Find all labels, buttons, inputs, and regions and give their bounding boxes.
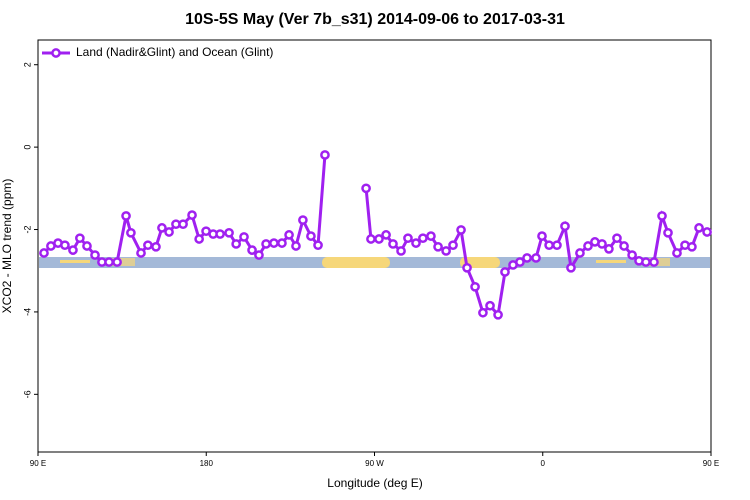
point — [298, 215, 308, 225]
point — [531, 253, 541, 263]
point — [68, 245, 78, 255]
point — [687, 241, 697, 252]
point — [537, 231, 547, 241]
point — [522, 253, 532, 263]
point — [672, 248, 682, 258]
point — [320, 150, 330, 160]
point — [121, 211, 131, 221]
point — [75, 233, 85, 244]
point — [254, 250, 264, 260]
point — [575, 248, 585, 258]
point — [552, 240, 562, 251]
chart-title: 10S-5S May (Ver 7b_s31) 2014-09-06 to 20… — [185, 11, 565, 28]
point — [164, 227, 174, 237]
point — [157, 223, 167, 233]
point — [82, 241, 92, 251]
point — [215, 229, 225, 239]
point — [381, 230, 391, 240]
land-patch — [596, 260, 626, 263]
legend-label: Land (Nadir&Glint) and Ocean (Glint) — [76, 45, 273, 59]
point — [560, 221, 570, 232]
point — [291, 241, 301, 251]
point — [597, 239, 607, 249]
land-patch — [322, 257, 390, 268]
point — [269, 238, 279, 248]
point — [485, 300, 495, 311]
point — [426, 231, 436, 241]
point — [388, 239, 398, 249]
point — [151, 241, 161, 252]
point — [462, 262, 472, 273]
point — [627, 250, 637, 260]
y-tick-label: 0 — [22, 145, 32, 150]
point — [284, 230, 294, 240]
point — [418, 233, 428, 244]
land-patch — [110, 258, 135, 266]
point — [403, 233, 413, 244]
point — [187, 210, 197, 220]
point — [441, 246, 451, 256]
y-tick-label: -4 — [22, 308, 32, 316]
point — [313, 240, 323, 251]
point — [374, 234, 384, 244]
point — [396, 246, 406, 256]
y-tick-label: -2 — [22, 226, 32, 234]
point — [694, 223, 704, 233]
y-tick-label: 2 — [22, 62, 32, 67]
x-tick-label: 0 — [541, 459, 546, 468]
point — [366, 234, 376, 244]
x-tick-label: 90 W — [365, 459, 384, 468]
legend-marker — [51, 48, 61, 58]
point — [90, 250, 100, 260]
point — [143, 240, 153, 251]
point — [544, 240, 554, 251]
point — [104, 257, 114, 267]
point — [112, 257, 122, 267]
point — [194, 234, 204, 244]
y-axis-label: XCO2 - MLO trend (ppm) — [0, 179, 14, 314]
point — [178, 219, 188, 230]
point — [493, 309, 503, 320]
point — [239, 232, 249, 242]
x-axis-label: Longitude (deg E) — [327, 476, 422, 490]
point — [612, 233, 622, 244]
point — [136, 248, 146, 258]
x-tick-label: 180 — [200, 459, 214, 468]
point — [448, 240, 458, 251]
point — [39, 248, 49, 258]
land-patch — [60, 260, 90, 263]
point — [361, 183, 371, 194]
point — [306, 231, 316, 241]
point — [456, 225, 466, 235]
point — [60, 240, 70, 251]
point — [500, 267, 510, 277]
point — [126, 227, 136, 238]
point — [657, 211, 667, 221]
x-tick-label: 90 E — [30, 459, 46, 468]
point — [619, 241, 629, 251]
point — [649, 257, 659, 267]
x-tick-label: 90 E — [703, 459, 719, 468]
point — [515, 257, 525, 267]
point — [261, 239, 271, 249]
y-tick-label: -6 — [22, 390, 32, 398]
point — [470, 281, 480, 292]
point — [224, 227, 234, 238]
point — [433, 241, 443, 252]
point — [411, 238, 421, 248]
point — [583, 241, 593, 251]
map-strip — [39, 257, 710, 268]
series-line — [42, 154, 708, 319]
point — [604, 244, 614, 254]
point — [702, 227, 712, 237]
point — [277, 238, 287, 248]
point — [663, 227, 673, 238]
point — [641, 257, 651, 267]
point — [247, 245, 257, 255]
point — [478, 307, 488, 318]
point — [566, 262, 576, 273]
point — [231, 239, 242, 249]
